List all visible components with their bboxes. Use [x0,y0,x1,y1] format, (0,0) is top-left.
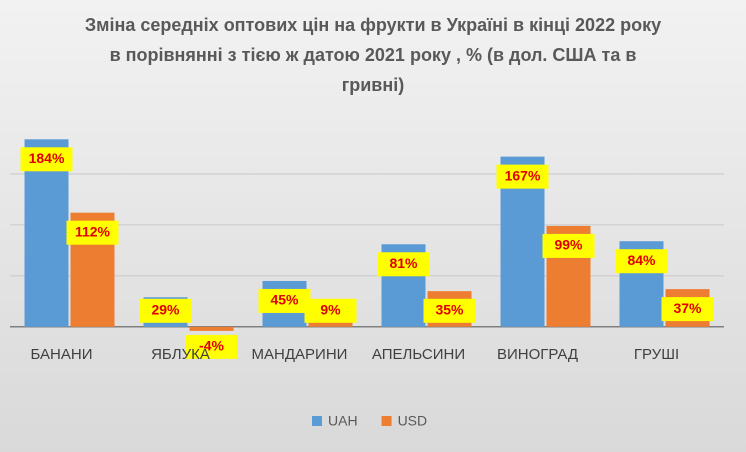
legend-swatch [312,416,322,426]
value-label-bg [615,249,668,274]
value-label: 99% [554,237,583,253]
value-label: 37% [673,300,702,316]
value-label-bg [377,252,430,277]
x-tick-label: ГРУШІ [634,346,679,363]
value-label-bg [423,298,476,323]
value-label-bg [304,298,357,323]
x-tick-label: ЯБЛУКА [151,346,210,363]
value-label-bg [542,233,595,258]
x-tick-label: БАНАНИ [31,346,93,363]
value-label-bg [496,164,549,189]
bar [189,326,234,331]
legend-label: USD [398,413,428,429]
x-tick-label: АПЕЛЬСИНИ [372,346,465,363]
value-label: 35% [435,302,464,318]
value-label: 184% [29,150,65,166]
value-label-bg [258,288,311,313]
value-label-bg [66,220,119,245]
value-label-bg [20,147,73,172]
value-label-bg [139,298,192,323]
value-label: 9% [320,302,341,318]
value-label-bg [185,334,238,359]
value-label-bg [661,297,714,322]
x-tick-label: ВИНОГРАД [497,346,578,363]
value-label: 45% [270,292,299,308]
value-label: 167% [505,167,541,183]
x-tick-label: МАНДАРИНИ [252,346,348,363]
value-label: 81% [389,255,418,271]
value-label: 84% [627,252,656,268]
value-label: 112% [75,223,111,239]
legend-swatch [381,416,392,426]
value-label: -4% [199,338,224,354]
value-label: 29% [151,302,180,318]
chart-title: Зміна середніх оптових цін на фрукти в У… [84,15,662,95]
legend-label: UAH [328,413,358,429]
